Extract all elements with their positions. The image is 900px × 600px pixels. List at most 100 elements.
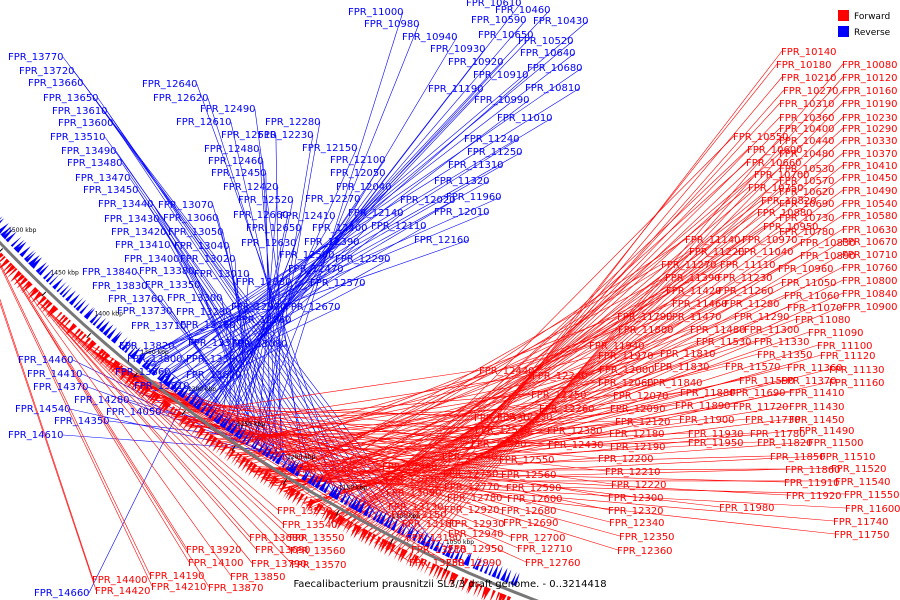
forward-callout-line xyxy=(184,424,607,472)
reverse-gene-glyph xyxy=(30,257,43,269)
forward-gene-label: FPR_10580 xyxy=(842,211,898,222)
forward-callout-line xyxy=(115,370,446,510)
forward-callout-line xyxy=(107,363,384,467)
forward-callout-line xyxy=(306,318,797,506)
forward-gene-glyph xyxy=(368,533,377,547)
forward-gene-label: FPR_12590 xyxy=(506,483,562,494)
forward-gene-label: FPR_11160 xyxy=(829,378,885,389)
reverse-gene-label: FPR_13440 xyxy=(98,199,154,210)
forward-gene-label: FPR_10900 xyxy=(842,302,898,313)
reverse-gene-glyph xyxy=(188,392,199,406)
forward-gene-label: FPR_10290 xyxy=(842,124,898,135)
reverse-gene-glyph xyxy=(102,324,114,336)
forward-gene-label: FPR_10960 xyxy=(778,264,834,275)
reverse-gene-label: FPR_13280 xyxy=(180,320,236,331)
forward-callout-line xyxy=(231,404,677,459)
reverse-gene-glyph xyxy=(488,562,495,576)
forward-callout-line xyxy=(96,353,393,515)
forward-gene-label: FPR_14100 xyxy=(188,558,244,569)
forward-gene-label: FPR_11220 xyxy=(689,247,745,258)
forward-gene-label: FPR_10600 xyxy=(747,145,803,156)
reverse-gene-label: FPR_13080 xyxy=(232,339,288,350)
forward-callout-line xyxy=(335,216,781,523)
reverse-gene-label: FPR_13010 xyxy=(194,269,250,280)
forward-gene-glyph xyxy=(117,368,128,381)
forward-callout-line xyxy=(360,214,844,537)
forward-gene-label: FPR_13540 xyxy=(282,520,338,531)
forward-gene-label: FPR_11930 xyxy=(688,429,744,440)
forward-callout-line xyxy=(35,298,253,564)
kbp-tick-mark xyxy=(0,248,4,252)
forward-gene-glyph xyxy=(259,470,269,484)
forward-gene-label: FPR_10800 xyxy=(842,276,898,287)
reverse-gene-label: FPR_13050 xyxy=(168,227,224,238)
reverse-callout-line xyxy=(215,215,336,416)
forward-gene-glyph xyxy=(65,323,78,336)
forward-gene-label: FPR_12090 xyxy=(610,404,666,415)
forward-gene-glyph xyxy=(428,563,437,577)
reverse-gene-glyph xyxy=(23,249,35,261)
reverse-gene-glyph xyxy=(491,564,499,578)
reverse-gene-label: FPR_14350 xyxy=(54,416,110,427)
reverse-gene-label: FPR_13060 xyxy=(163,213,219,224)
forward-callout-line xyxy=(51,314,292,551)
reverse-gene-label: FPR_12280 xyxy=(265,117,321,128)
reverse-callout-line xyxy=(198,186,392,403)
forward-gene-label: FPR_11530 xyxy=(696,337,752,348)
forward-gene-label: FPR_10760 xyxy=(842,263,898,274)
reverse-gene-label: FPR_10680 xyxy=(527,63,583,74)
reverse-gene-label: FPR_13510 xyxy=(50,132,106,143)
forward-gene-glyph xyxy=(269,477,279,490)
reverse-gene-label: FPR_12020 xyxy=(400,195,456,206)
reverse-gene-glyph xyxy=(401,522,409,536)
forward-gene-glyph xyxy=(291,490,301,504)
forward-gene-glyph xyxy=(476,584,484,599)
reverse-gene-glyph xyxy=(10,236,22,247)
reverse-gene-glyph xyxy=(290,461,300,475)
reverse-gene-glyph xyxy=(504,569,512,583)
reverse-gene-glyph xyxy=(0,226,12,238)
forward-gene-label: FPR_11390 xyxy=(665,273,721,284)
reverse-gene-label: FPR_14660 xyxy=(34,588,90,599)
reverse-gene-label: FPR_12640 xyxy=(142,79,198,90)
forward-gene-glyph xyxy=(320,507,329,521)
reverse-gene-label: FPR_14370 xyxy=(33,382,89,393)
reverse-callout-line xyxy=(204,358,242,408)
forward-gene-label: FPR_11330 xyxy=(754,337,810,348)
reverse-gene-label: FPR_12480 xyxy=(204,144,260,155)
reverse-gene-label: FPR_13860 xyxy=(115,367,171,378)
reverse-gene-glyph xyxy=(362,503,372,517)
forward-gene-label: FPR_10400 xyxy=(779,124,835,135)
forward-gene-glyph xyxy=(6,267,18,279)
reverse-gene-glyph xyxy=(135,351,146,364)
reverse-gene-label: FPR_13490 xyxy=(61,146,117,157)
forward-gene-glyph xyxy=(90,345,100,357)
reverse-gene-glyph xyxy=(173,380,184,394)
forward-gene-glyph xyxy=(287,487,297,501)
forward-gene-label: FPR_12300 xyxy=(608,493,664,504)
forward-gene-glyph xyxy=(360,529,370,543)
reverse-gene-label: FPR_11190 xyxy=(428,84,484,95)
forward-gene-label: FPR_10750 xyxy=(748,183,804,194)
forward-callout-line xyxy=(42,305,251,538)
forward-gene-label: FPR_13530 xyxy=(277,506,333,517)
reverse-gene-label: FPR_12150 xyxy=(302,143,358,154)
reverse-callout-line xyxy=(191,88,484,398)
forward-gene-label: FPR_11850 xyxy=(770,452,826,463)
reverse-gene-label: FPR_12390 xyxy=(304,237,360,248)
forward-gene-label: FPR_13160 xyxy=(402,519,458,530)
forward-gene-glyph xyxy=(104,357,115,369)
forward-callout-line xyxy=(211,381,600,445)
reverse-gene-glyph xyxy=(390,517,399,531)
reverse-gene-label: FPR_11010 xyxy=(497,113,553,124)
forward-gene-label: FPR_11430 xyxy=(789,402,845,413)
forward-gene-label: FPR_10710 xyxy=(842,250,898,261)
reverse-gene-glyph xyxy=(252,437,262,450)
reverse-gene-glyph xyxy=(35,262,47,274)
forward-gene-glyph xyxy=(248,463,258,477)
forward-callout-line xyxy=(391,127,844,553)
forward-gene-label: FPR_12330 xyxy=(497,412,553,423)
forward-callout-line xyxy=(333,292,844,522)
forward-gene-label: FPR_11070 xyxy=(787,303,843,314)
reverse-gene-glyph xyxy=(38,264,50,276)
